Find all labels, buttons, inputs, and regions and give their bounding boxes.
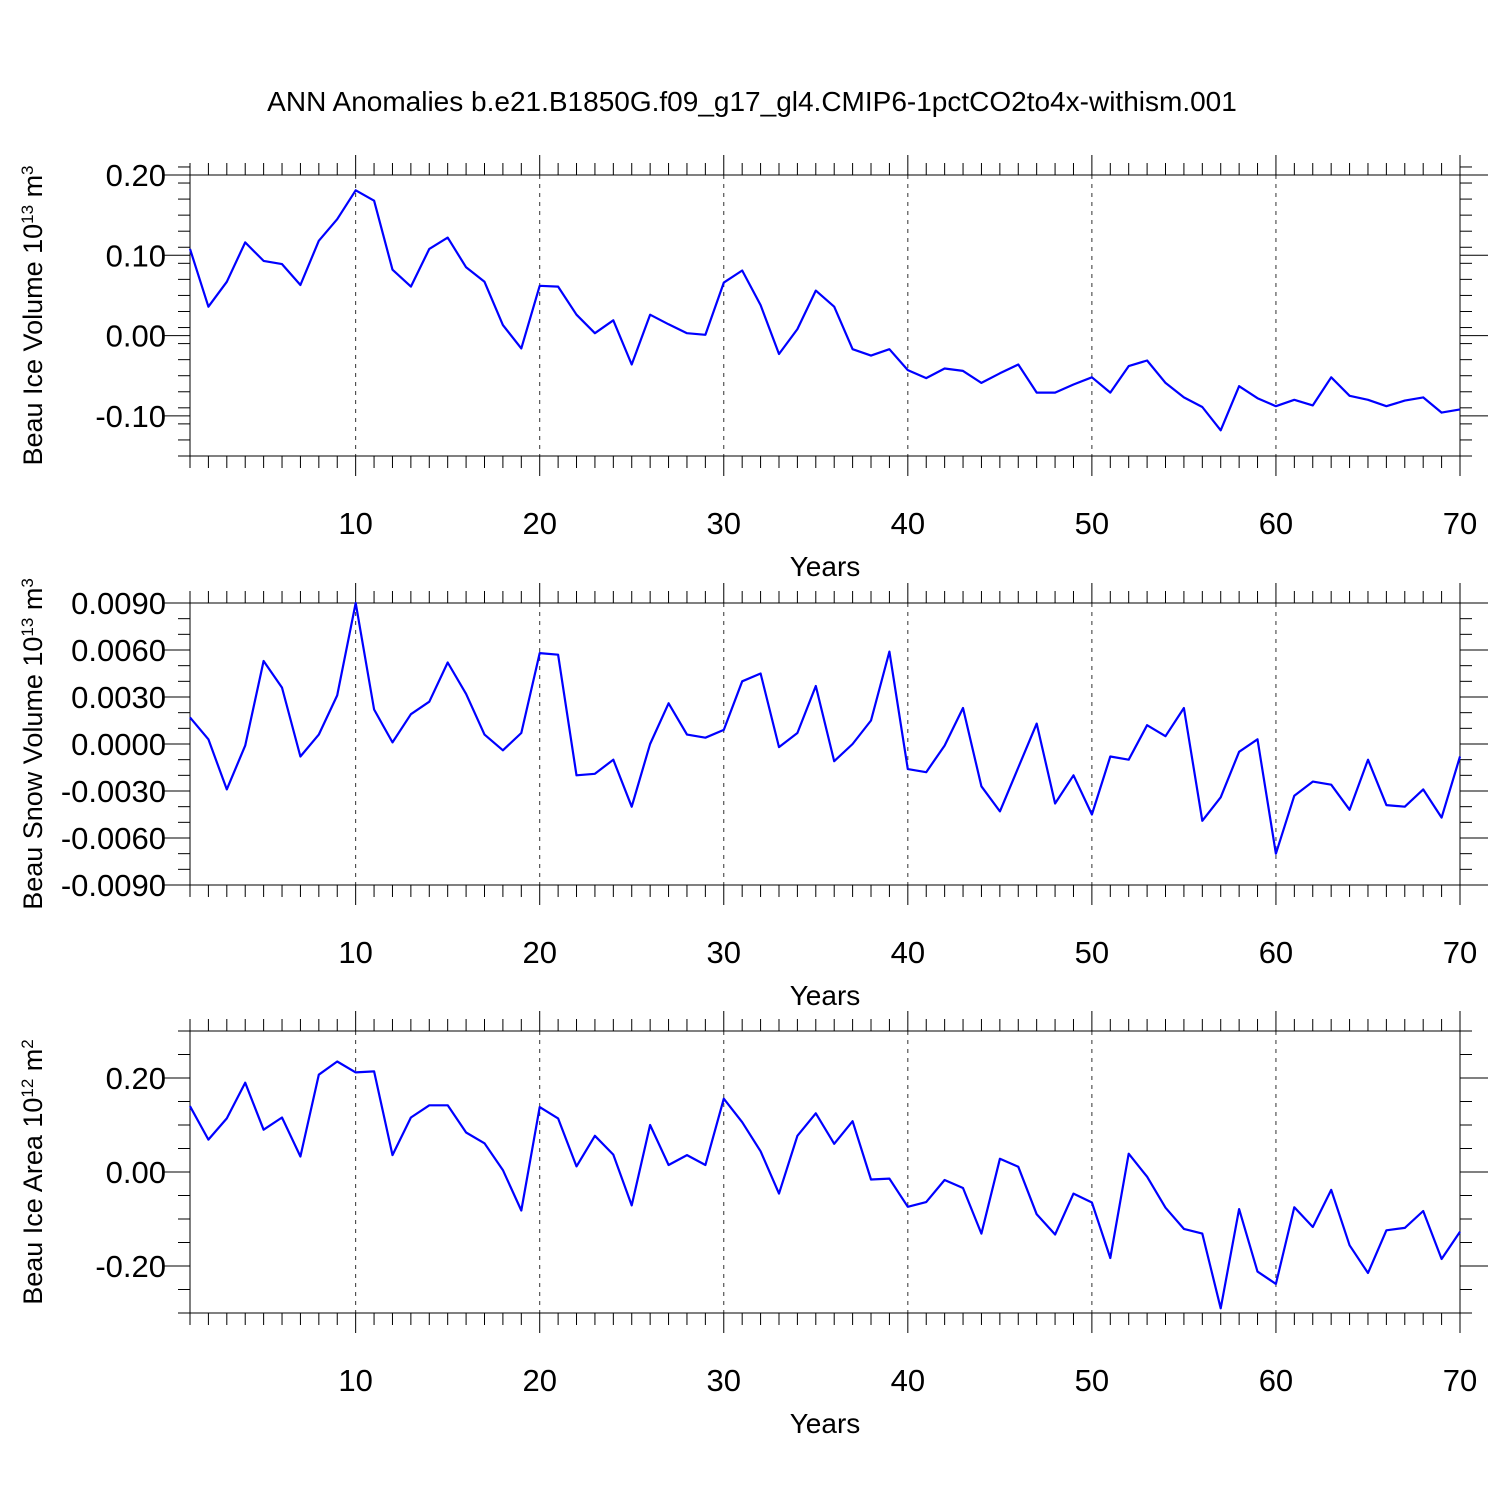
- y-tick-label: -0.0090: [61, 868, 166, 903]
- x-tick-label: 70: [1443, 935, 1477, 970]
- y-axis-title: Beau Ice Area 1012 m2: [18, 1039, 48, 1305]
- y-tick-label: 0.0030: [71, 680, 166, 715]
- series-line-area: [189, 1060, 1461, 1310]
- x-tick-label: 10: [338, 1363, 372, 1398]
- x-tick-label: 30: [707, 506, 741, 541]
- y-axis-title-ylabel-main: Beau Ice Volume 10: [18, 224, 48, 466]
- y-axis-title-ylabel-unit: m: [18, 175, 48, 205]
- y-axis-title: Beau Ice Volume 1013 m3: [18, 165, 48, 465]
- x-tick-label: 50: [1075, 1363, 1109, 1398]
- x-tick-label: 10: [338, 506, 372, 541]
- x-tick-label: 30: [707, 935, 741, 970]
- y-axis-title-ylabel-unit: m: [18, 1049, 48, 1079]
- x-tick-label: 60: [1259, 506, 1293, 541]
- y-tick-label: -0.0030: [61, 774, 166, 809]
- y-axis-title: Beau Snow Volume 1013 m3: [18, 578, 48, 910]
- y-axis-title-ylabel-unit-sup: 3: [18, 578, 37, 587]
- y-axis-title-ylabel-sup: 13: [18, 618, 37, 637]
- x-tick-label: 20: [522, 506, 556, 541]
- y-tick-label: 0.20: [106, 1061, 166, 1096]
- x-tick-label: 40: [891, 935, 925, 970]
- x-tick-label: 40: [891, 1363, 925, 1398]
- x-tick-label: 50: [1075, 935, 1109, 970]
- x-tick-label: 20: [522, 1363, 556, 1398]
- y-tick-label: 0.20: [106, 158, 166, 193]
- y-tick-label: 0.0090: [71, 586, 166, 621]
- y-axis-title-ylabel-unit-sup: 2: [18, 1039, 37, 1048]
- x-tick-label: 70: [1443, 506, 1477, 541]
- y-tick-label: -0.20: [95, 1249, 166, 1284]
- y-axis-title-ylabel-main: Beau Ice Area 10: [18, 1098, 48, 1305]
- y-tick-label: 0.0000: [71, 727, 166, 762]
- series-line-snow: [189, 601, 1462, 855]
- chart-panels: 0.20 0.10 0.00 -0.10 10 20 30 40 50 60 70 Years Beau…: [18, 155, 1488, 1439]
- x-axis-title: Years: [790, 980, 861, 1011]
- y-axis-title-ylabel-main: Beau Snow Volume 10: [18, 637, 48, 910]
- y-axis-title-ylabel-unit: m: [18, 588, 48, 618]
- plot-frame: [189, 602, 1461, 886]
- x-tick-label: 50: [1075, 506, 1109, 541]
- series-line-volume: [188, 189, 1461, 432]
- chart-panel-area: 0.20 0.00 -0.20 10 20 30 40 50 60 70 Years Beau Ice…: [18, 1011, 1488, 1439]
- y-tick-label: 0.10: [106, 238, 166, 273]
- x-tick-label: 60: [1259, 935, 1293, 970]
- y-tick-label: -0.10: [95, 399, 166, 434]
- x-tick-label: 30: [707, 1363, 741, 1398]
- y-tick-label: 0.00: [106, 1155, 166, 1190]
- x-tick-label: 20: [522, 935, 556, 970]
- x-axis-title: Years: [790, 1408, 861, 1439]
- plot-frame: [189, 174, 1461, 457]
- chart-panel-snow: 0.0090 0.0060 0.0030 0.0000 -0.0030 -0.0060 -0…: [18, 578, 1488, 1011]
- x-tick-label: 10: [338, 935, 372, 970]
- y-axis-title-ylabel-unit-sup: 3: [18, 165, 37, 174]
- x-tick-label: 40: [891, 506, 925, 541]
- chart-panel-volume: 0.20 0.10 0.00 -0.10 10 20 30 40 50 60 70 Years Beau…: [18, 155, 1488, 582]
- y-tick-label: 0.0060: [71, 633, 166, 668]
- y-tick-label: -0.0060: [61, 821, 166, 856]
- y-axis-title-ylabel-sup: 13: [18, 205, 37, 224]
- plot-frame: [189, 1030, 1461, 1314]
- x-tick-label: 70: [1443, 1363, 1477, 1398]
- x-tick-label: 60: [1259, 1363, 1293, 1398]
- y-tick-label: 0.00: [106, 319, 166, 354]
- figure-title: ANN Anomalies b.e21.B1850G.f09_g17_gl4.C…: [267, 86, 1237, 117]
- x-axis-title: Years: [790, 551, 861, 582]
- y-axis-title-ylabel-sup: 12: [18, 1079, 37, 1098]
